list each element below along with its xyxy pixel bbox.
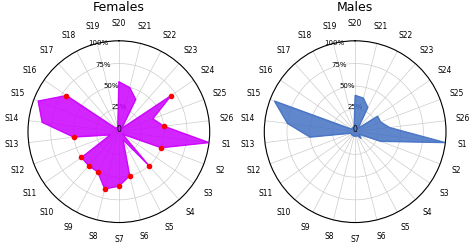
Text: 0: 0: [117, 125, 121, 134]
Title: Males: Males: [337, 0, 374, 14]
Text: 0: 0: [353, 125, 357, 134]
Title: Females: Females: [93, 0, 145, 14]
Polygon shape: [38, 82, 209, 189]
Polygon shape: [274, 95, 446, 143]
